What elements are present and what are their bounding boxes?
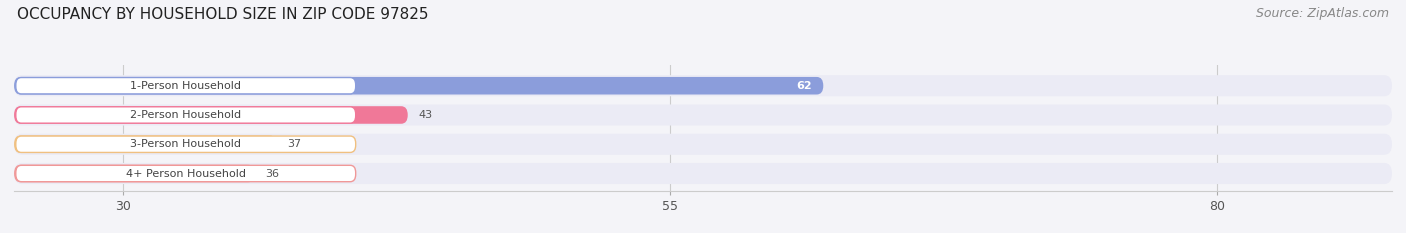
Text: 37: 37 <box>287 139 301 149</box>
FancyBboxPatch shape <box>15 165 356 182</box>
FancyBboxPatch shape <box>14 104 1392 126</box>
Text: 2-Person Household: 2-Person Household <box>131 110 242 120</box>
FancyBboxPatch shape <box>14 106 408 124</box>
FancyBboxPatch shape <box>14 77 824 95</box>
FancyBboxPatch shape <box>14 75 1392 96</box>
FancyBboxPatch shape <box>15 136 356 152</box>
Text: 3-Person Household: 3-Person Household <box>131 139 242 149</box>
Text: 62: 62 <box>797 81 813 91</box>
FancyBboxPatch shape <box>14 163 1392 184</box>
Text: 4+ Person Household: 4+ Person Household <box>125 168 246 178</box>
Text: Source: ZipAtlas.com: Source: ZipAtlas.com <box>1256 7 1389 20</box>
Text: 43: 43 <box>419 110 433 120</box>
FancyBboxPatch shape <box>14 165 254 182</box>
FancyBboxPatch shape <box>15 107 356 123</box>
Text: 36: 36 <box>266 168 280 178</box>
FancyBboxPatch shape <box>14 134 1392 155</box>
FancyBboxPatch shape <box>14 135 277 153</box>
Text: 1-Person Household: 1-Person Household <box>131 81 242 91</box>
Text: OCCUPANCY BY HOUSEHOLD SIZE IN ZIP CODE 97825: OCCUPANCY BY HOUSEHOLD SIZE IN ZIP CODE … <box>17 7 429 22</box>
FancyBboxPatch shape <box>15 78 356 94</box>
